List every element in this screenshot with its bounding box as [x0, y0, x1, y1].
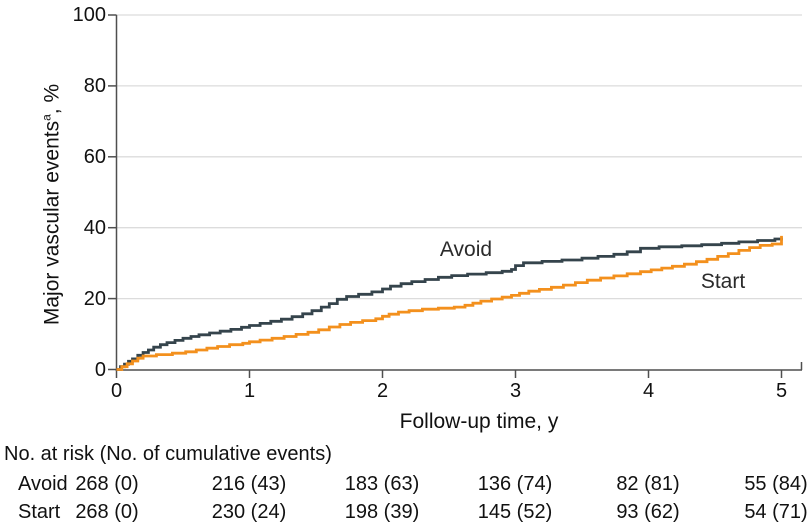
risk-cell-avoid-3: 136 (74) — [477, 473, 553, 495]
x-tick-label-4: 4 — [642, 380, 655, 402]
curve-label-start: Start — [700, 270, 746, 293]
risk-row-avoid: Avoid 268 (0) 216 (43) 183 (63) 136 (74) 82 … — [0, 473, 810, 497]
risk-cell-avoid-1: 216 (43) — [211, 473, 287, 495]
y-tick-label-0: 0 — [94, 358, 106, 381]
risk-cell-start-0: 268 (0) — [75, 501, 139, 523]
risk-cell-start-2: 198 (39) — [344, 501, 420, 523]
risk-cell-start-3: 145 (52) — [477, 501, 553, 523]
plot-area — [108, 14, 803, 378]
y-tick-label-80: 80 — [83, 74, 106, 97]
y-tick-label-40: 40 — [83, 216, 106, 239]
y-tick-label-20: 20 — [83, 287, 106, 310]
risk-cell-start-4: 93 (62) — [616, 501, 680, 523]
x-axis-title: Follow-up time, y — [399, 410, 559, 433]
risk-cell-avoid-4: 82 (81) — [616, 473, 680, 495]
y-axis-title: Major vascular eventsa, % — [40, 70, 65, 340]
risk-table-header: No. at risk (No. of cumulative events) — [4, 443, 332, 465]
y-axis-title-unit: , % — [40, 83, 64, 115]
risk-row-label-avoid: Avoid — [18, 473, 68, 495]
x-tick-label-2: 2 — [376, 380, 389, 402]
y-tick-label-100: 100 — [72, 4, 106, 26]
risk-cell-avoid-2: 183 (63) — [344, 473, 420, 495]
risk-row-start: Start 268 (0) 230 (24) 198 (39) 145 (52) 93 … — [0, 501, 810, 525]
x-tick-label-3: 3 — [509, 380, 522, 402]
risk-row-label-start: Start — [18, 501, 61, 523]
risk-cell-avoid-5: 55 (84) — [744, 473, 808, 495]
curve-start — [116, 235, 783, 371]
curve-label-avoid: Avoid — [439, 238, 493, 261]
curve-avoid — [116, 237, 783, 371]
y-tick-label-60: 60 — [83, 145, 106, 168]
risk-cell-start-5: 54 (71) — [744, 501, 808, 523]
risk-cell-avoid-0: 268 (0) — [75, 473, 139, 495]
x-tick-label-1: 1 — [243, 380, 256, 402]
x-tick-label-5: 5 — [775, 380, 788, 402]
y-axis-title-text: Major vascular events — [40, 120, 64, 326]
y-axis-footnote-marker: a — [39, 114, 54, 121]
risk-cell-start-1: 230 (24) — [211, 501, 287, 523]
x-tick-label-0: 0 — [110, 380, 123, 402]
